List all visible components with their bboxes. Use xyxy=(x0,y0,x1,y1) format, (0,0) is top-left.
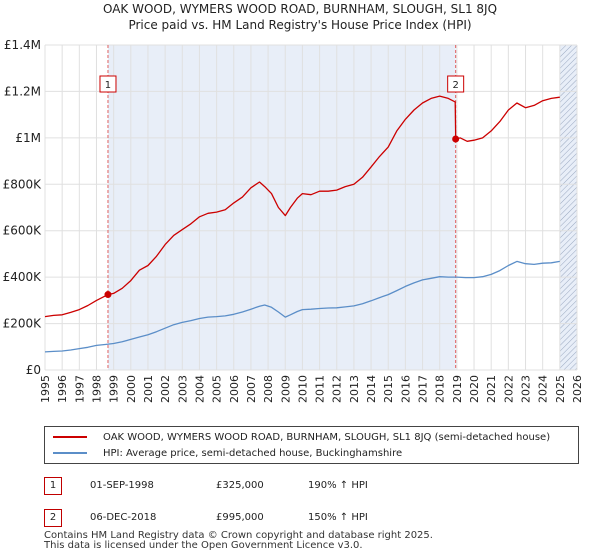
x-tick-label: 1997 xyxy=(73,375,86,403)
x-tick-label: 2007 xyxy=(245,375,258,403)
x-tick-label: 2011 xyxy=(314,375,327,403)
x-tick-label: 1999 xyxy=(108,375,121,403)
sale-price: £995,000 xyxy=(216,512,264,523)
series-line-property xyxy=(44,95,560,318)
footer-copyright: Contains HM Land Registry data © Crown c… xyxy=(44,530,433,541)
sale-badge: 2 xyxy=(44,509,62,527)
legend-label-hpi: HPI: Average price, semi-detached house,… xyxy=(103,447,403,459)
x-tick-label: 2003 xyxy=(176,375,189,403)
sale-row: 1 01-SEP-1998 £325,000 190% ↑ HPI xyxy=(44,474,584,498)
sales-table: 1 01-SEP-1998 £325,000 190% ↑ HPI 2 06-D… xyxy=(44,474,584,530)
x-tick-label: 2019 xyxy=(451,375,464,403)
x-tick-label: 2026 xyxy=(571,375,584,403)
y-tick-label: £200K xyxy=(3,317,43,331)
legend: OAK WOOD, WYMERS WOOD ROAD, BURNHAM, SLO… xyxy=(44,426,579,464)
y-tick-label: £600K xyxy=(3,224,43,238)
y-tick-label: £1.4M xyxy=(4,38,41,52)
x-tick-label: 2024 xyxy=(537,375,550,403)
x-tick-label: 2023 xyxy=(520,375,533,403)
y-tick-label: £1.2M xyxy=(4,84,41,98)
legend-swatch-property xyxy=(53,436,87,438)
sale-marker-label: 2 xyxy=(452,80,458,91)
x-tick-label: 2004 xyxy=(193,375,206,403)
shaded-region xyxy=(107,45,456,370)
x-tick-label: 1996 xyxy=(56,375,69,403)
x-tick-label: 2020 xyxy=(468,375,481,403)
footer-licence: This data is licensed under the Open Gov… xyxy=(44,540,363,551)
x-tick-label: 2016 xyxy=(399,375,412,403)
x-tick-label: 2014 xyxy=(365,375,378,403)
x-tick-label: 2000 xyxy=(125,375,138,403)
x-tick-label: 2015 xyxy=(382,375,395,403)
x-tick-label: 2006 xyxy=(228,375,241,403)
x-tick-label: 2013 xyxy=(348,375,361,403)
x-tick-label: 2009 xyxy=(279,375,292,403)
x-tick-label: 2025 xyxy=(554,375,567,403)
sale-date: 06-DEC-2018 xyxy=(90,512,157,523)
x-tick-label: 1998 xyxy=(90,375,103,403)
sale-marker-label: 1 xyxy=(105,80,111,91)
y-tick-label: £1M xyxy=(15,131,41,145)
sale-marker-box xyxy=(99,75,117,93)
chart-title: OAK WOOD, WYMERS WOOD ROAD, BURNHAM, SLO… xyxy=(102,2,498,16)
legend-label-property: OAK WOOD, WYMERS WOOD ROAD, BURNHAM, SLO… xyxy=(103,431,551,443)
x-tick-label: 1995 xyxy=(39,375,52,403)
legend-item-property: OAK WOOD, WYMERS WOOD ROAD, BURNHAM, SLO… xyxy=(53,430,550,444)
sale-hpi-change: 190% ↑ HPI xyxy=(308,480,368,491)
sale-hpi-change: 150% ↑ HPI xyxy=(308,512,368,523)
sale-point xyxy=(104,291,112,299)
forecast-hatch xyxy=(559,45,577,370)
x-tick-label: 2008 xyxy=(262,375,275,403)
y-tick-label: £800K xyxy=(3,177,43,191)
sale-row: 2 06-DEC-2018 £995,000 150% ↑ HPI xyxy=(44,506,584,530)
sale-date: 01-SEP-1998 xyxy=(90,480,154,491)
x-tick-label: 2005 xyxy=(211,375,224,403)
y-tick-label: £0 xyxy=(26,363,41,377)
x-tick-label: 2012 xyxy=(331,375,344,403)
sale-badge: 1 xyxy=(44,477,62,495)
x-tick-label: 2001 xyxy=(142,375,155,403)
price-chart: £0 £200K £400K £600K £800K £1M £1.2M £1.4M 1995 1… xyxy=(3,38,584,403)
footer: Contains HM Land Registry data © Crown c… xyxy=(44,531,433,551)
sale-price: £325,000 xyxy=(216,480,264,491)
chart-subtitle: Price paid vs. HM Land Registry's House … xyxy=(128,18,472,32)
x-tick-label: 2021 xyxy=(485,375,498,403)
x-tick-label: 2018 xyxy=(434,375,447,403)
x-tick-label: 2022 xyxy=(502,375,515,403)
legend-item-hpi: HPI: Average price, semi-detached house,… xyxy=(53,446,402,460)
sale-marker-box xyxy=(447,75,465,93)
series-line-hpi xyxy=(44,260,560,353)
x-tick-label: 2010 xyxy=(296,375,309,403)
sale-point xyxy=(452,135,460,143)
x-tick-label: 2017 xyxy=(417,375,430,403)
x-tick-label: 2002 xyxy=(159,375,172,403)
y-tick-label: £400K xyxy=(3,270,43,284)
legend-swatch-hpi xyxy=(53,452,87,454)
